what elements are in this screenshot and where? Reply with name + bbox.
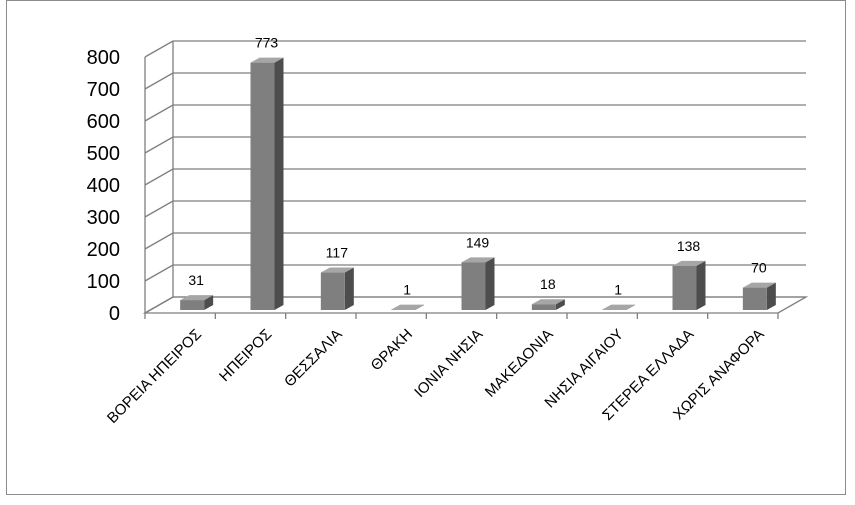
bar-side (696, 260, 706, 310)
x-tick-label: ΜΑΚΕΔΟΝΙΑ (482, 326, 557, 401)
side-gridline (144, 232, 174, 250)
side-gridline (144, 40, 174, 58)
bar (531, 304, 556, 310)
side-gridline (144, 168, 174, 186)
data-label: 31 (188, 272, 204, 288)
side-gridline (144, 200, 174, 218)
bar-top (391, 304, 425, 310)
x-tick-label: ΗΠΕΙΡΟΣ (216, 326, 275, 385)
y-tick-label: 400 (87, 175, 120, 197)
bar-top (531, 299, 565, 305)
bar-side (274, 57, 284, 310)
bar (742, 287, 767, 310)
bar-top (461, 257, 495, 263)
bar-top (250, 57, 284, 63)
bar-side (555, 299, 565, 310)
y-tick-label: 500 (87, 143, 120, 165)
x-tick-label: ΘΡΑΚΗ (368, 326, 416, 374)
x-tick-label: ΘΕΣΣΑΛΙΑ (281, 326, 346, 391)
data-label: 1 (614, 282, 622, 298)
bar-top (742, 282, 776, 288)
side-gridline (144, 136, 174, 154)
y-tick-label: 200 (87, 239, 120, 261)
y-tick-label: 0 (109, 303, 120, 325)
bar-top (180, 295, 214, 301)
bar (461, 262, 486, 310)
data-label: 773 (255, 35, 279, 51)
bar-side (485, 257, 495, 310)
bar (320, 272, 345, 310)
data-label: 138 (677, 238, 701, 254)
bar (672, 265, 697, 310)
bar-side (626, 304, 636, 310)
side-gridline (144, 264, 174, 282)
bar-top (320, 267, 354, 273)
data-label: 117 (326, 245, 349, 261)
bar-side (766, 282, 776, 310)
chart-frame (6, 0, 846, 495)
bar-side (204, 295, 214, 310)
y-tick-label: 300 (87, 207, 120, 229)
bar-top (602, 304, 636, 310)
bar-top (672, 260, 706, 266)
bar-side (344, 267, 354, 310)
bar (180, 300, 205, 310)
bar-side (415, 304, 425, 310)
data-label: 18 (540, 276, 556, 292)
x-tick-label: ΒΟΡΕΙΑ ΗΠΕΙΡΟΣ (104, 326, 205, 427)
y-tick-label: 700 (87, 79, 120, 101)
y-tick-label: 600 (87, 111, 120, 133)
side-gridline (144, 104, 174, 122)
data-label: 70 (751, 260, 767, 276)
bar (250, 62, 275, 310)
data-label: 149 (466, 234, 490, 250)
side-gridline (144, 72, 174, 90)
data-label: 1 (403, 282, 411, 298)
y-tick-label: 800 (87, 47, 120, 69)
x-tick-label: ΙΟΝΙΑ ΝΗΣΙΑ (411, 326, 486, 401)
y-tick-label: 100 (87, 271, 120, 293)
